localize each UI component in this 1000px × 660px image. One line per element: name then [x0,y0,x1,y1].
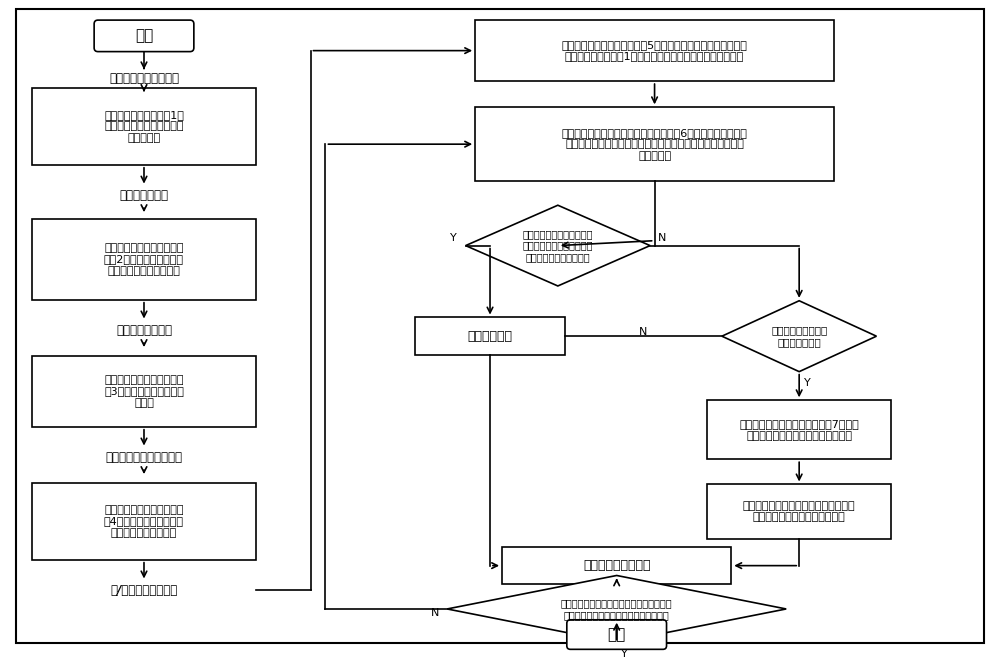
Bar [32,219,256,300]
Text: 多装配序列集合: 多装配序列集合 [119,189,168,202]
Polygon shape [466,205,650,286]
Text: 装配工艺路线集合: 装配工艺路线集合 [116,324,172,337]
Text: 多装配序列生成模块（1）
基于先拆后装的多个装配序
列集合生成: 多装配序列生成模块（1） 基于先拆后装的多个装配序 列集合生成 [104,110,184,143]
Text: 后序装配工序被执行: 后序装配工序被执行 [583,559,650,572]
Text: Y: Y [450,233,457,243]
Text: 使用装配工艺版本控制模块（5）保存装配工艺文件的版本与多
装配序列生成模块（1）输出的装配序列集合版本的对应关系: 使用装配工艺版本控制模块（5）保存装配工艺文件的版本与多 装配序列生成模块（1）… [562,40,748,61]
Text: 使用装配工艺适应性切换模块（7），从
主装配工艺切换到参考装配工艺文件: 使用装配工艺适应性切换模块（7），从 主装配工艺切换到参考装配工艺文件 [739,419,859,440]
Text: 完整的装配工艺路线集合: 完整的装配工艺路线集合 [105,451,182,464]
FancyBboxPatch shape [94,20,194,51]
Text: 若车间感知到的待装配对象
实物与待执行的下一个装配
工序下的待装配对象一致: 若车间感知到的待装配对象 实物与待执行的下一个装配 工序下的待装配对象一致 [523,229,593,262]
Text: 参考装配工艺文件作为当前执行的工艺
文件，继承既有的装配操作记录: 参考装配工艺文件作为当前执行的工艺 文件，继承既有的装配操作记录 [743,501,855,522]
FancyBboxPatch shape [567,620,667,649]
Text: N: N [431,608,439,618]
Text: Y: Y [804,378,811,389]
Text: 使用待装配对象齐套性感知与判定模块（6）检查判定当前生效
执行的装配工艺文件中待执行的下一个装配工序下的待装配对
象齐套性。: 使用待装配对象齐套性感知与判定模块（6）检查判定当前生效 执行的装配工艺文件中待… [562,127,748,161]
Polygon shape [447,576,786,642]
Bar [707,400,891,459]
Text: 等待实物就位: 等待实物就位 [468,330,513,343]
Bar [475,20,834,81]
Text: 装配工艺路线初始化生成模
块（2）将多装配序列集合
转换成装配工艺路线集合: 装配工艺路线初始化生成模 块（2）将多装配序列集合 转换成装配工艺路线集合 [104,243,184,276]
Text: 使用装配工艺路线管理模块
（3）补充完善装配工艺路
线集合: 使用装配工艺路线管理模块 （3）补充完善装配工艺路 线集合 [104,375,184,408]
Polygon shape [722,301,876,372]
Text: N: N [638,327,647,337]
Bar [502,547,731,584]
Text: Y: Y [621,649,628,659]
Bar [32,88,256,165]
Text: 主/参考装配工艺文件: 主/参考装配工艺文件 [110,583,178,597]
Text: 使用装配工艺内容管理模块
（4）补充工序具体描述内
容，形成装配工艺文件: 使用装配工艺内容管理模块 （4）补充工序具体描述内 容，形成装配工艺文件 [104,505,184,538]
Text: 并继续执行下一个装配工序下的待装配对象
齐套性检查，直至所有装配工序执行完毕: 并继续执行下一个装配工序下的待装配对象 齐套性检查，直至所有装配工序执行完毕 [561,598,672,620]
Text: 结束: 结束 [608,627,626,642]
Bar [707,484,891,539]
Text: 卫星产品三维设计模型: 卫星产品三维设计模型 [109,72,179,84]
Text: 开始: 开始 [135,28,153,44]
Text: N: N [658,233,666,243]
Bar [475,107,834,181]
Text: 满足切换到参考装配
工艺文件的条件: 满足切换到参考装配 工艺文件的条件 [771,325,827,347]
Bar [32,356,256,427]
Bar [415,317,565,355]
Bar [32,483,256,560]
